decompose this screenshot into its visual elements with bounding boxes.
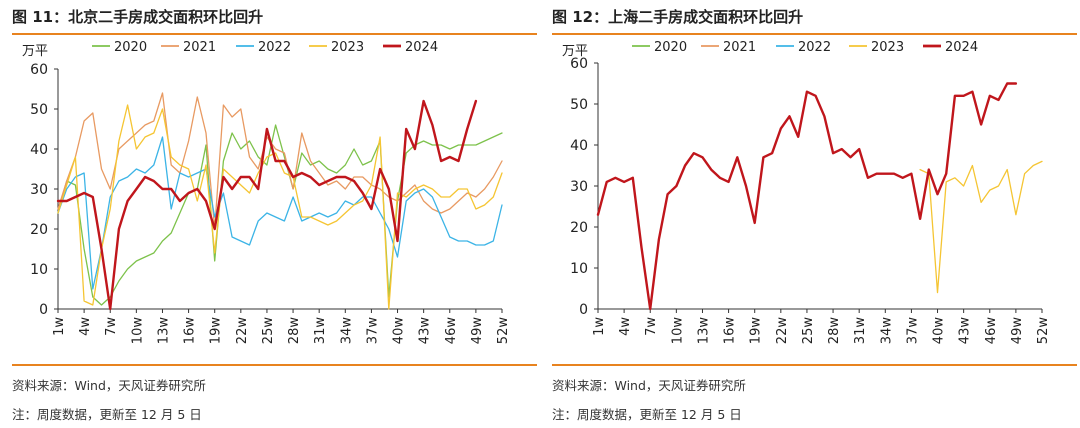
x-tick-label: 46w	[444, 317, 459, 345]
y-tick-label: 60	[30, 62, 48, 78]
legend-item-2020: 2020	[92, 40, 147, 55]
x-tick-label: 34w	[339, 317, 354, 345]
x-tick-label: 25w	[261, 317, 276, 345]
y-tick-label: 50	[570, 97, 588, 113]
y-tick-label: 60	[570, 56, 588, 72]
line-chart: 万平 0 10 20 30 40 50 60 1w 4w 7w 10w 13w 16w 19w 22w 25w 2…	[562, 40, 1051, 345]
x-tick-label: 10w	[130, 317, 145, 345]
x-tick-label: 52w	[1036, 317, 1051, 345]
x-tick-label: 31w	[313, 317, 328, 345]
series-line-2023	[57, 104, 503, 310]
x-tick-label: 10w	[670, 317, 685, 345]
x-tick-label: 37w	[365, 317, 380, 345]
x-tick-label: 25w	[801, 317, 816, 345]
x-tick-label: 19w	[749, 317, 764, 345]
x-tick-label: 22w	[775, 317, 790, 345]
y-tick-label: 0	[39, 302, 48, 318]
legend-label: 2023	[331, 40, 364, 55]
legend-item-2020: 2020	[632, 40, 687, 55]
legend-item-2024: 2024	[383, 40, 438, 55]
y-tick-label: 30	[30, 182, 48, 198]
x-tick-label: 13w	[156, 317, 171, 345]
y-tick-label: 40	[570, 138, 588, 154]
legend-label: 2020	[114, 40, 147, 55]
legend-label: 2020	[654, 40, 687, 55]
y-axis-label: 万平	[562, 44, 588, 59]
chart-panel-beijing: 图 11：北京二手房成交面积环比回升 万平 0 10 20 30 40 50 60 1w 4w 7w…	[12, 0, 537, 428]
x-tick-label: 46w	[984, 317, 999, 345]
y-tick-label: 10	[570, 261, 588, 277]
legend-item-2023: 2023	[309, 40, 364, 55]
legend-label: 2022	[798, 40, 831, 55]
y-tick-label: 0	[579, 302, 588, 318]
legend-item-2024: 2024	[923, 40, 978, 55]
x-tick-label: 28w	[827, 317, 842, 345]
x-tick-label: 13w	[696, 317, 711, 345]
x-tick-label: 40w	[392, 317, 407, 345]
legend-label: 2024	[405, 40, 438, 55]
x-tick-label: 16w	[183, 317, 198, 345]
legend-item-2022: 2022	[776, 40, 831, 55]
series-line-2024	[56, 99, 478, 311]
x-tick-label: 1w	[52, 317, 67, 336]
x-tick-label: 40w	[932, 317, 947, 345]
x-tick-label: 4w	[78, 317, 93, 336]
legend-label: 2022	[258, 40, 291, 55]
series-line-2021	[57, 92, 503, 230]
x-tick-label: 7w	[644, 317, 659, 336]
x-tick-label: 43w	[418, 317, 433, 345]
x-tick-label: 43w	[958, 317, 973, 345]
x-tick-label: 52w	[496, 317, 511, 345]
legend-label: 2024	[945, 40, 978, 55]
footer-rule	[12, 364, 537, 366]
figure-title: 图 12：上海二手房成交面积环比回升	[552, 8, 804, 26]
x-tick-label: 19w	[209, 317, 224, 345]
y-tick-label: 50	[30, 102, 48, 118]
title-rule	[552, 33, 1077, 35]
legend-item-2021: 2021	[161, 40, 216, 55]
footnote: 注：周度数据，更新至 12 月 5 日	[12, 407, 202, 422]
x-tick-label: 28w	[287, 317, 302, 345]
y-tick-label: 40	[30, 142, 48, 158]
title-rule	[12, 33, 537, 35]
series-line-2022	[57, 136, 503, 290]
legend-label: 2023	[871, 40, 904, 55]
y-tick-label: 20	[30, 222, 48, 238]
y-axis-label: 万平	[22, 44, 48, 59]
legend-item-2023: 2023	[849, 40, 904, 55]
source-note: 资料来源：Wind，天风证券研究所	[12, 378, 206, 393]
y-tick-label: 30	[570, 179, 588, 195]
x-tick-label: 1w	[592, 317, 607, 336]
series-line-2023	[919, 160, 1043, 294]
source-note: 资料来源：Wind，天风证券研究所	[552, 378, 746, 393]
series-line-2024	[596, 82, 1018, 311]
legend-label: 2021	[723, 40, 756, 55]
y-tick-label: 20	[570, 220, 588, 236]
x-tick-label: 49w	[1010, 317, 1025, 345]
footnote: 注：周度数据，更新至 12 月 5 日	[552, 407, 742, 422]
x-tick-label: 4w	[618, 317, 633, 336]
legend-item-2022: 2022	[236, 40, 291, 55]
chart-panel-shanghai: 图 12：上海二手房成交面积环比回升 万平 0 10 20 30 40 50 60 1w 4w 7w…	[552, 0, 1077, 428]
x-tick-label: 7w	[104, 317, 119, 336]
series-line-2020	[57, 124, 503, 306]
legend-item-2021: 2021	[701, 40, 756, 55]
footer-rule	[552, 364, 1077, 366]
x-tick-label: 37w	[905, 317, 920, 345]
line-chart: 万平 0 10 20 30 40 50 60 1w 4w 7w 10w 13w 16w 19w 22w 25w 2…	[22, 40, 511, 345]
x-tick-label: 22w	[235, 317, 250, 345]
x-tick-label: 34w	[879, 317, 894, 345]
x-tick-label: 31w	[853, 317, 868, 345]
x-tick-label: 49w	[470, 317, 485, 345]
x-tick-label: 16w	[723, 317, 738, 345]
figure-title: 图 11：北京二手房成交面积环比回升	[12, 8, 264, 26]
y-tick-label: 10	[30, 262, 48, 278]
legend-label: 2021	[183, 40, 216, 55]
